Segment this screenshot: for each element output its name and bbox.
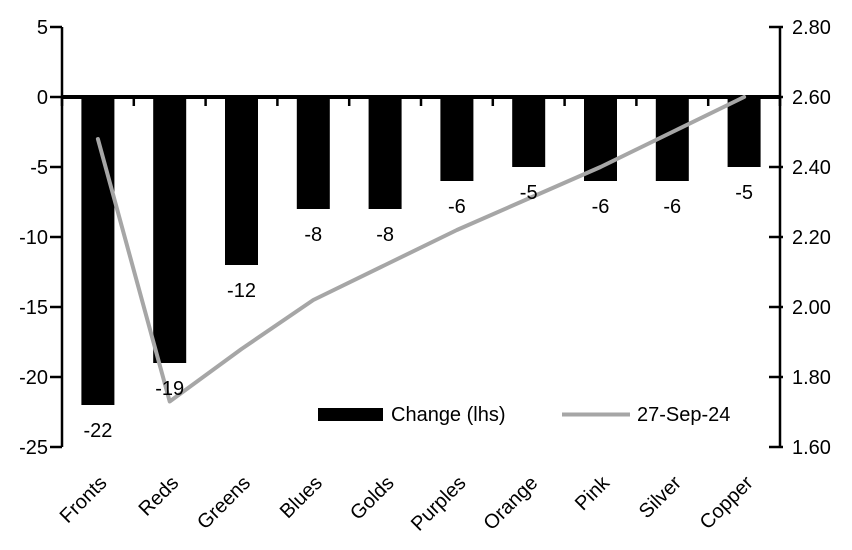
legend-label-change-lhs: Change (lhs) (391, 404, 506, 426)
bar-orange (512, 97, 546, 167)
bar-label-reds: -19 (155, 378, 184, 400)
bar-label-purples: -6 (448, 196, 466, 218)
category-label-purples: Purples (407, 472, 471, 536)
category-labels: Fronts Reds Greens Blues Golds Purples Orange P… (56, 471, 758, 535)
legend-bar-swatch (318, 408, 383, 421)
right-axis: 2.80 2.60 2.40 2.20 2.00 1.80 1.60 (769, 17, 831, 459)
bar-label-blues: -8 (304, 224, 322, 246)
right-axis-tick-label: 2.40 (792, 157, 831, 179)
left-axis-tick-label: -15 (19, 297, 48, 319)
left-axis-tick-label: -25 (19, 437, 48, 459)
category-label-golds: Golds (346, 472, 399, 525)
category-label-blues: Blues (276, 472, 327, 523)
bar-reds (153, 97, 187, 363)
right-axis-tick-label: 2.20 (792, 227, 831, 249)
category-label-silver: Silver (635, 472, 686, 523)
left-axis-tick-label: -5 (30, 157, 48, 179)
bar-label-copper: -5 (735, 182, 753, 204)
left-axis-tick-label: 5 (37, 17, 48, 39)
bar-blues (296, 97, 330, 209)
bar-fronts (81, 97, 115, 405)
bar-copper (727, 97, 761, 167)
right-axis-tick-label: 2.60 (792, 87, 831, 109)
bar-label-greens: -12 (227, 280, 256, 302)
category-label-reds: Reds (135, 472, 184, 521)
right-axis-tick-label: 1.60 (792, 437, 831, 459)
left-axis-tick-label: -10 (19, 227, 48, 249)
category-label-greens: Greens (193, 472, 255, 534)
bar-golds (368, 97, 402, 209)
category-label-fronts: Fronts (56, 472, 112, 528)
right-axis-tick-label: 2.00 (792, 297, 831, 319)
line-series-27-sep-24 (95, 95, 747, 404)
bar-label-pink: -6 (592, 196, 610, 218)
bar-label-fronts: -22 (83, 420, 112, 442)
bar-purples (440, 97, 474, 181)
left-axis-tick-label: -20 (19, 367, 48, 389)
left-axis-tick-label: 0 (37, 87, 48, 109)
bar-greens (225, 97, 258, 265)
bar-data-labels: -22 -19 -12 -8 -8 -6 -5 -6 -6 -5 (83, 182, 753, 442)
legend-label-27-sep-24: 27-Sep-24 (637, 404, 730, 426)
category-label-copper: Copper (696, 472, 758, 534)
category-label-pink: Pink (571, 471, 615, 515)
left-axis: 5 0 -5 -10 -15 -20 -25 (19, 17, 64, 459)
right-axis-tick-label: 2.80 (792, 17, 831, 39)
category-label-orange: Orange (480, 472, 543, 535)
category-axis (60, 95, 782, 106)
bar-series-group (81, 97, 761, 405)
bar-label-golds: -8 (376, 224, 394, 246)
legend: Change (lhs) 27-Sep-24 (318, 404, 730, 426)
bar-label-orange: -5 (520, 182, 538, 204)
right-axis-tick-label: 1.80 (792, 367, 831, 389)
bar-label-silver: -6 (663, 196, 681, 218)
